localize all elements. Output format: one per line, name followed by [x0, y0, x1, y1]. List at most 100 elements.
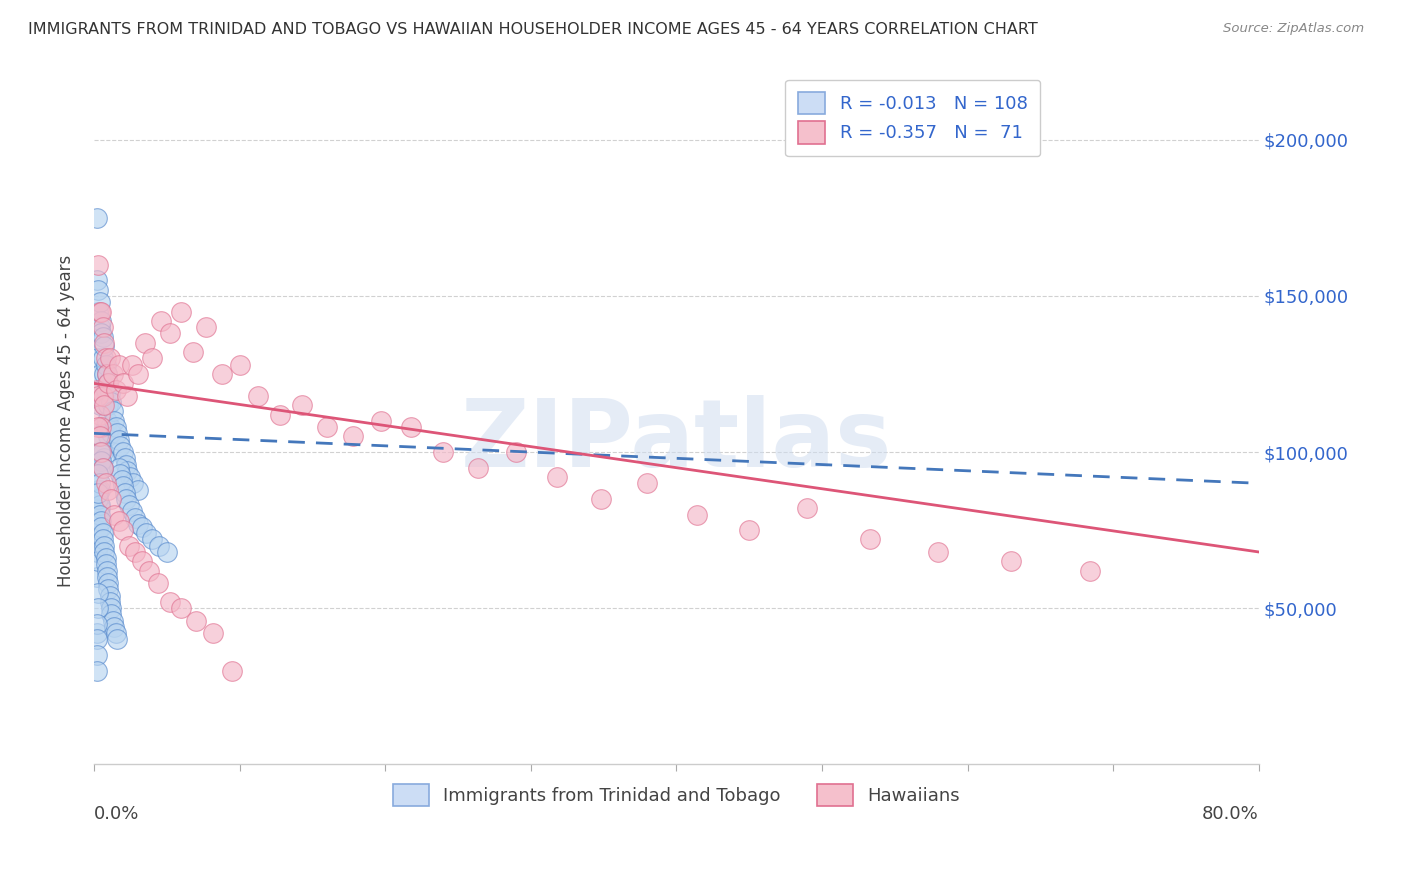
Point	[90, 460, 112, 475]
Point	[97, 483, 120, 497]
Point	[86, 648, 108, 662]
Point	[97, 398, 120, 412]
Point	[90, 454, 112, 468]
Point	[87, 585, 110, 599]
Point	[107, 514, 129, 528]
Point	[101, 367, 124, 381]
Point	[90, 420, 112, 434]
Point	[149, 314, 172, 328]
Point	[87, 491, 110, 506]
Point	[101, 404, 124, 418]
Point	[401, 420, 423, 434]
Point	[89, 429, 111, 443]
Point	[114, 451, 136, 466]
Point	[122, 476, 145, 491]
Point	[546, 470, 568, 484]
Point	[370, 414, 392, 428]
Point	[87, 554, 110, 568]
Point	[97, 376, 120, 391]
Point	[86, 545, 108, 559]
Point	[105, 632, 128, 647]
Point	[90, 326, 112, 341]
Point	[86, 626, 108, 640]
Point	[114, 485, 136, 500]
Point	[97, 576, 120, 591]
Point	[112, 523, 135, 537]
Point	[90, 420, 112, 434]
Point	[90, 445, 112, 459]
Point	[97, 376, 120, 391]
Point	[90, 383, 112, 397]
Point	[170, 304, 193, 318]
Point	[121, 504, 143, 518]
Point	[103, 508, 125, 522]
Point	[124, 510, 146, 524]
Point	[91, 389, 114, 403]
Point	[89, 501, 111, 516]
Point	[91, 389, 114, 403]
Text: 80.0%: 80.0%	[1202, 805, 1258, 823]
Point	[93, 367, 115, 381]
Point	[86, 616, 108, 631]
Point	[127, 516, 149, 531]
Point	[89, 498, 111, 512]
Point	[91, 533, 114, 547]
Point	[91, 526, 114, 541]
Point	[104, 420, 127, 434]
Point	[89, 483, 111, 497]
Point	[127, 483, 149, 497]
Point	[86, 570, 108, 584]
Point	[91, 460, 114, 475]
Point	[89, 304, 111, 318]
Point	[89, 320, 111, 334]
Point	[221, 664, 243, 678]
Point	[100, 607, 122, 622]
Point	[96, 367, 118, 381]
Point	[101, 614, 124, 628]
Point	[1000, 554, 1022, 568]
Point	[96, 414, 118, 428]
Point	[87, 483, 110, 497]
Point	[94, 476, 117, 491]
Point	[93, 398, 115, 412]
Point	[97, 429, 120, 443]
Point	[108, 467, 131, 481]
Point	[108, 439, 131, 453]
Point	[91, 445, 114, 459]
Point	[89, 508, 111, 522]
Point	[90, 314, 112, 328]
Point	[87, 429, 110, 443]
Point	[91, 329, 114, 343]
Point	[96, 570, 118, 584]
Point	[98, 589, 121, 603]
Point	[184, 614, 207, 628]
Point	[87, 523, 110, 537]
Point	[98, 385, 121, 400]
Point	[181, 345, 204, 359]
Point	[94, 420, 117, 434]
Point	[100, 426, 122, 441]
Point	[94, 558, 117, 572]
Point	[89, 367, 111, 381]
Point	[159, 595, 181, 609]
Point	[686, 508, 709, 522]
Point	[291, 398, 314, 412]
Point	[107, 433, 129, 447]
Point	[90, 304, 112, 318]
Point	[98, 351, 121, 366]
Point	[87, 420, 110, 434]
Point	[146, 576, 169, 591]
Point	[86, 273, 108, 287]
Point	[89, 295, 111, 310]
Point	[195, 320, 218, 334]
Point	[87, 258, 110, 272]
Point	[112, 376, 135, 391]
Point	[87, 283, 110, 297]
Point	[141, 351, 163, 366]
Point	[86, 211, 108, 225]
Point	[100, 491, 122, 506]
Point	[148, 539, 170, 553]
Point	[91, 320, 114, 334]
Point	[112, 479, 135, 493]
Point	[90, 514, 112, 528]
